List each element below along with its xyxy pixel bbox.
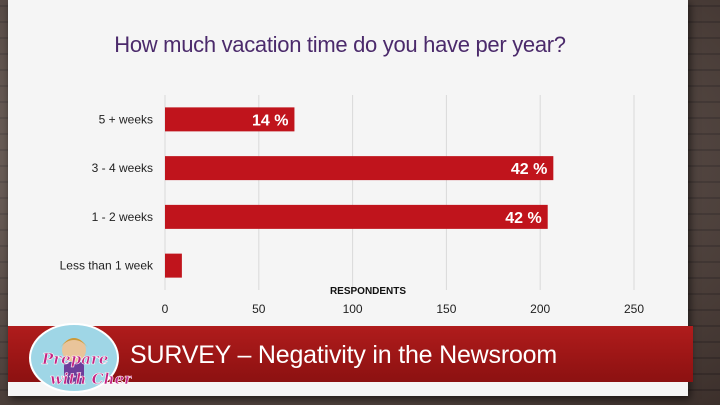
x-axis-label: RESPONDENTS	[330, 286, 406, 297]
category-label: Less than 1 week	[60, 259, 154, 273]
category-label: 3 - 4 weeks	[92, 161, 153, 175]
prepare-with-cher-logo: Prepare with Cher	[29, 323, 132, 393]
x-tick-label: 0	[162, 302, 169, 316]
bar	[165, 204, 548, 229]
category-label: 5 + weeks	[99, 112, 153, 126]
x-tick-label: 100	[343, 302, 363, 316]
bar	[165, 107, 295, 132]
bar	[165, 253, 182, 278]
bar-data-label: 42 %	[511, 161, 547, 178]
chart-bars: 14 % 42 % 42 %	[165, 107, 554, 278]
bar	[165, 156, 554, 181]
chart-title: How much vacation time do you have per y…	[114, 32, 566, 57]
category-label: 1 - 2 weeks	[92, 210, 153, 224]
bar-data-label: 42 %	[505, 210, 541, 227]
x-tick-label: 150	[436, 302, 456, 316]
x-tick-label: 200	[530, 302, 550, 316]
x-tick-labels: 0 50 100 150 200 250	[162, 302, 645, 316]
banner-title: SURVEY – Negativity in the Newsroom	[130, 341, 557, 369]
svg-text:with Cher: with Cher	[50, 370, 132, 388]
category-labels: 5 + weeks 3 - 4 weeks 1 - 2 weeks Less than…	[60, 112, 154, 272]
x-tick-label: 50	[252, 302, 266, 316]
x-tick-label: 250	[624, 302, 644, 316]
bar-data-label: 14 %	[252, 112, 288, 129]
footer-banner	[8, 326, 693, 382]
svg-text:Prepare: Prepare	[41, 350, 108, 368]
